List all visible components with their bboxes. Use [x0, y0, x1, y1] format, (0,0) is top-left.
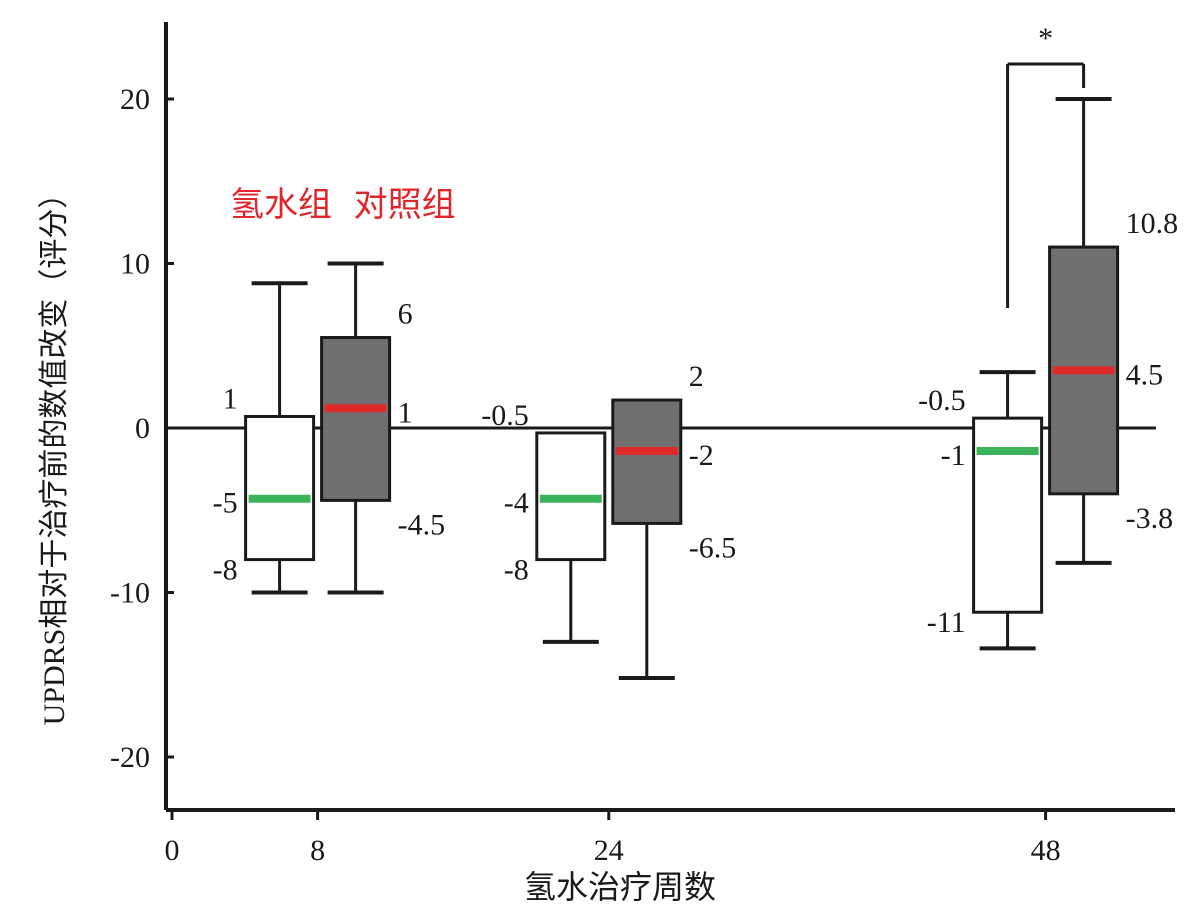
- hydrogen-group-box: [535, 431, 607, 644]
- x-tick-label: 0: [165, 834, 180, 867]
- iqr-box: [611, 398, 683, 525]
- legend-text: 氢水组 对照组: [230, 185, 456, 225]
- q3-value-label: 6: [398, 298, 413, 331]
- x-tick-label: 24: [594, 834, 624, 867]
- iqr-box: [244, 414, 316, 562]
- median-value-label: -1: [941, 439, 966, 472]
- control-group-box: [611, 398, 683, 681]
- median-value-label: 4.5: [1126, 358, 1164, 391]
- hydrogen-group-box: [244, 281, 316, 595]
- q3-value-label: 10.8: [1126, 207, 1179, 240]
- q1-value-label: -11: [927, 606, 966, 639]
- median-value-label: -5: [213, 487, 238, 520]
- q1-value-label: -8: [213, 554, 238, 587]
- iqr-box: [320, 336, 392, 502]
- median-value-label: -2: [689, 439, 714, 472]
- q1-value-label: -3.8: [1126, 502, 1174, 535]
- y-tick-label: 0: [135, 412, 150, 445]
- labels-layer: -20 -10 0 10 20 0 8 24 48 1 -5 -8 -0.5 -4 -8 -0.5 -1 -11 6…: [110, 22, 1178, 867]
- q1-value-label: -4.5: [398, 508, 446, 541]
- q3-value-label: 2: [689, 360, 704, 393]
- x-tick-label: 48: [1031, 834, 1061, 867]
- y-tick-label: 20: [120, 83, 150, 116]
- q3-value-label: 1: [223, 382, 238, 415]
- hydrogen-group-box: [972, 370, 1044, 651]
- median-value-label: -4: [504, 487, 529, 520]
- q1-value-label: -6.5: [689, 531, 737, 564]
- q3-value-label: -0.5: [481, 399, 529, 432]
- y-tick-label: 10: [120, 248, 150, 281]
- q1-value-label: -8: [504, 554, 529, 587]
- x-axis-label: 氢水治疗周数: [524, 869, 716, 905]
- q3-value-label: -0.5: [918, 384, 966, 417]
- control-group-box: [1048, 97, 1120, 565]
- control-group-box: [320, 261, 392, 595]
- boxes-layer: [244, 62, 1120, 681]
- significance-bracket: [1006, 62, 1086, 308]
- significance-star: *: [1038, 22, 1053, 55]
- y-axis-label: UPDRS相对于治疗前的数值改变（评分）: [38, 179, 71, 726]
- x-tick-label: 8: [310, 834, 325, 867]
- y-tick-label: -20: [110, 741, 150, 774]
- y-tick-label: -10: [110, 577, 150, 610]
- median-value-label: 1: [398, 396, 413, 429]
